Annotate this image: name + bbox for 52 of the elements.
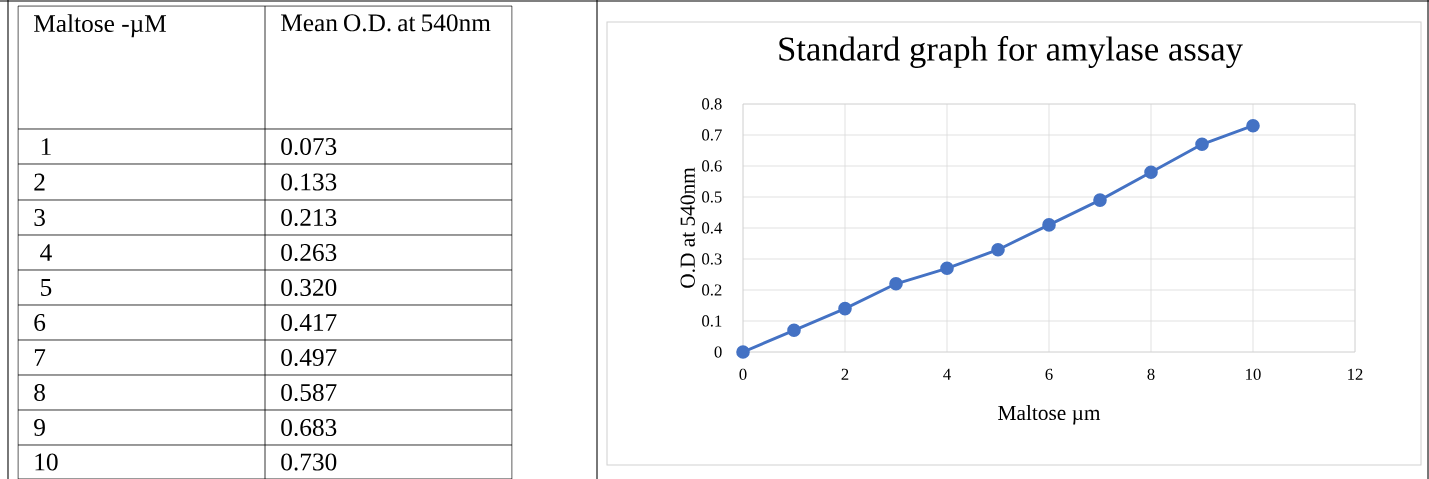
text: 7 — [34, 349, 46, 366]
text: 10 — [35, 453, 58, 471]
point — [1144, 165, 1158, 179]
x-tick-label: 10 — [1246, 368, 1261, 380]
text: 0.497 — [281, 348, 337, 367]
text: 0.213 — [281, 208, 337, 227]
text: 0.730 — [281, 453, 337, 471]
point — [838, 301, 852, 316]
y-tick-label: 0 — [714, 346, 722, 358]
x-tick-label: 12 — [1348, 368, 1363, 380]
y-tick-label: 0.2 — [702, 284, 722, 296]
chart-title: Standard graph for amylase assay — [779, 36, 1243, 68]
point — [1195, 137, 1209, 152]
text: 1 — [41, 138, 51, 155]
text: 5 — [41, 279, 52, 296]
text: Mean O.D. at 540nm — [281, 14, 491, 32]
x-tick-label: 0 — [739, 368, 747, 380]
y-tick-label: 0.7 — [702, 129, 722, 141]
y-tick-label: 0.4 — [702, 222, 723, 234]
text: 0.683 — [281, 418, 337, 437]
y-tick-label: 0.3 — [702, 253, 722, 265]
text: 0.320 — [281, 278, 337, 297]
x-tick-label: 2 — [841, 368, 849, 380]
point — [1042, 218, 1056, 232]
x-tick-label: 6 — [1045, 368, 1053, 380]
text: 6 — [34, 313, 46, 332]
y-tick-label: 0.1 — [702, 315, 722, 327]
x-tick-label: 4 — [943, 368, 951, 380]
text: 0.587 — [281, 383, 337, 402]
point — [787, 323, 801, 338]
text: 0.417 — [281, 313, 337, 332]
x-axis-title: Maltose µm — [998, 405, 1101, 425]
point — [991, 242, 1005, 257]
point — [1246, 118, 1260, 133]
point — [736, 345, 750, 359]
text: 4 — [40, 244, 52, 261]
y-tick-label: 0.6 — [702, 160, 722, 172]
y-tick-label: 0.5 — [702, 191, 722, 203]
text: 0.133 — [281, 173, 337, 191]
text: 0.263 — [281, 243, 337, 262]
text: 9 — [34, 418, 45, 437]
point — [889, 277, 903, 291]
y-axis-title: O.D at 540nm — [680, 167, 695, 288]
text: 3 — [34, 208, 45, 227]
point — [940, 261, 954, 276]
text: 8 — [34, 383, 45, 402]
text: 2 — [34, 173, 45, 191]
x-tick-label: 8 — [1147, 368, 1155, 380]
point — [1093, 193, 1107, 207]
y-tick-label: 0.8 — [702, 98, 722, 110]
text: 0.073 — [281, 137, 337, 156]
text: Maltose -µM — [34, 14, 167, 38]
